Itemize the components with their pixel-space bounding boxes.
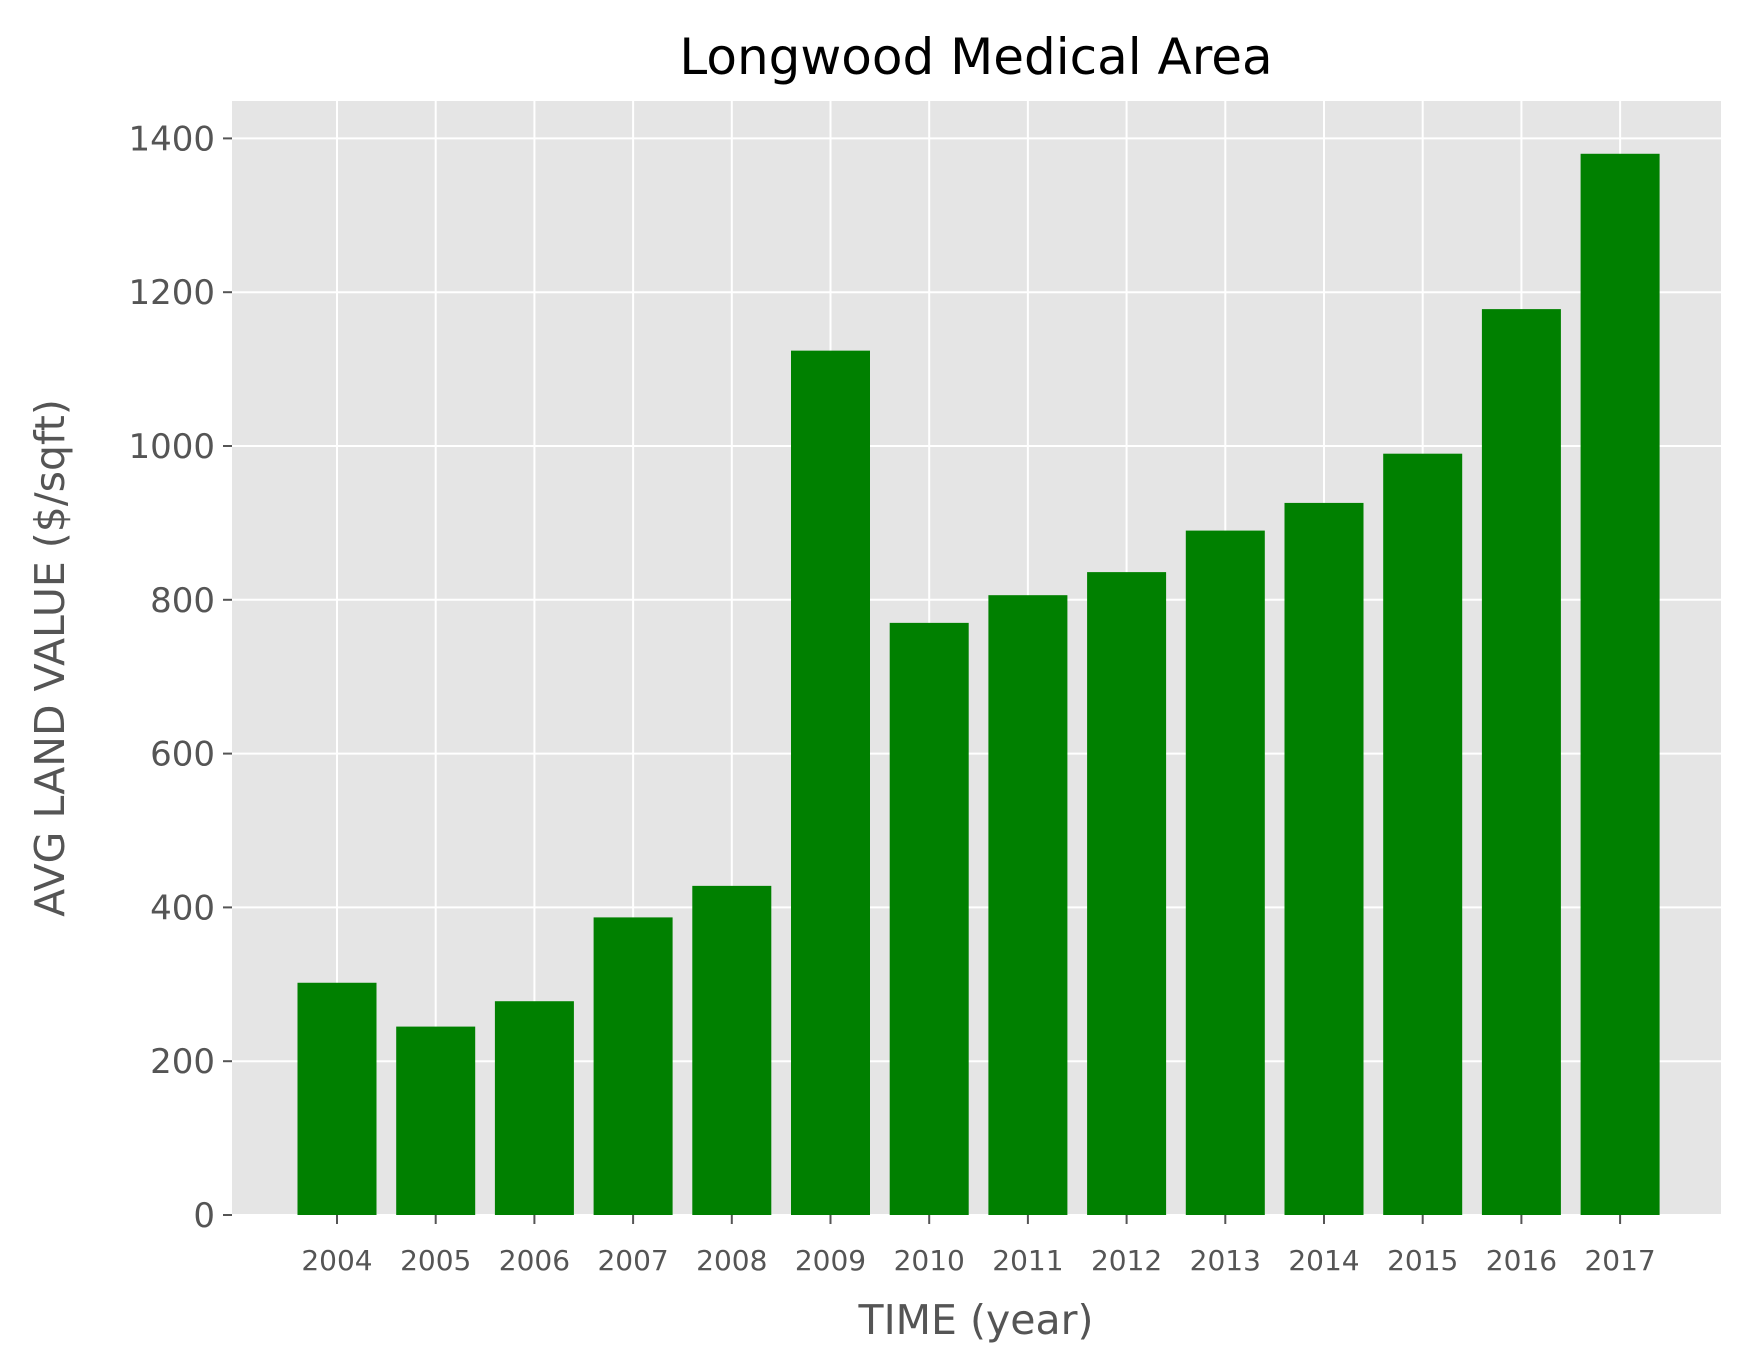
y-tick-label-200: 200 [150,1042,215,1082]
y-tick-label-1200: 1200 [128,273,215,313]
bar-2015 [1383,453,1463,1215]
bar-2006 [494,1001,574,1215]
x-axis-ticks: 2004 2005 2006 2007 2008 2009 2010 2011 2012 2013… [301,1215,1656,1277]
bar-2010 [889,622,969,1215]
plot-area [232,101,1721,1215]
bar-2016 [1481,309,1561,1215]
y-tick-label-1400: 1400 [128,119,215,159]
y-axis-label: AVG LAND VALUE ($/sqft) [26,399,74,917]
x-tick-label-2010: 2010 [894,1244,965,1277]
bar-2005 [396,1026,476,1215]
chart-title: Longwood Medical Area [679,28,1272,86]
bar-2009 [791,350,870,1215]
x-tick-label-2013: 2013 [1190,1244,1261,1277]
bar-2017 [1580,153,1660,1215]
x-tick-label-2004: 2004 [301,1244,372,1277]
x-tick-label-2007: 2007 [597,1244,668,1277]
y-tick-label-400: 400 [150,888,215,928]
bar-2007 [593,917,673,1215]
bar-2014 [1284,502,1364,1215]
y-tick-label-1000: 1000 [128,427,215,467]
x-axis-label: TIME (year) [858,1296,1094,1344]
x-tick-label-2006: 2006 [499,1244,570,1277]
bar-2013 [1185,530,1265,1215]
bar-2011 [988,595,1068,1215]
x-tick-label-2016: 2016 [1486,1244,1557,1277]
x-tick-label-2014: 2014 [1288,1244,1359,1277]
x-tick-label-2009: 2009 [795,1244,866,1277]
y-tick-label-800: 800 [150,581,215,621]
y-tick-label-0: 0 [193,1196,215,1236]
y-axis-ticks: 0 200 400 600 800 1000 1200 1400 [128,119,232,1236]
bar-2008 [692,885,772,1215]
x-tick-label-2012: 2012 [1091,1244,1162,1277]
x-tick-label-2005: 2005 [400,1244,471,1277]
x-tick-label-2017: 2017 [1584,1244,1655,1277]
bars [297,153,1660,1215]
x-tick-label-2015: 2015 [1387,1244,1458,1277]
bar-2012 [1087,572,1167,1215]
y-tick-label-600: 600 [150,735,215,775]
x-tick-label-2011: 2011 [992,1244,1063,1277]
x-tick-label-2008: 2008 [696,1244,767,1277]
bar-2004 [297,982,377,1215]
